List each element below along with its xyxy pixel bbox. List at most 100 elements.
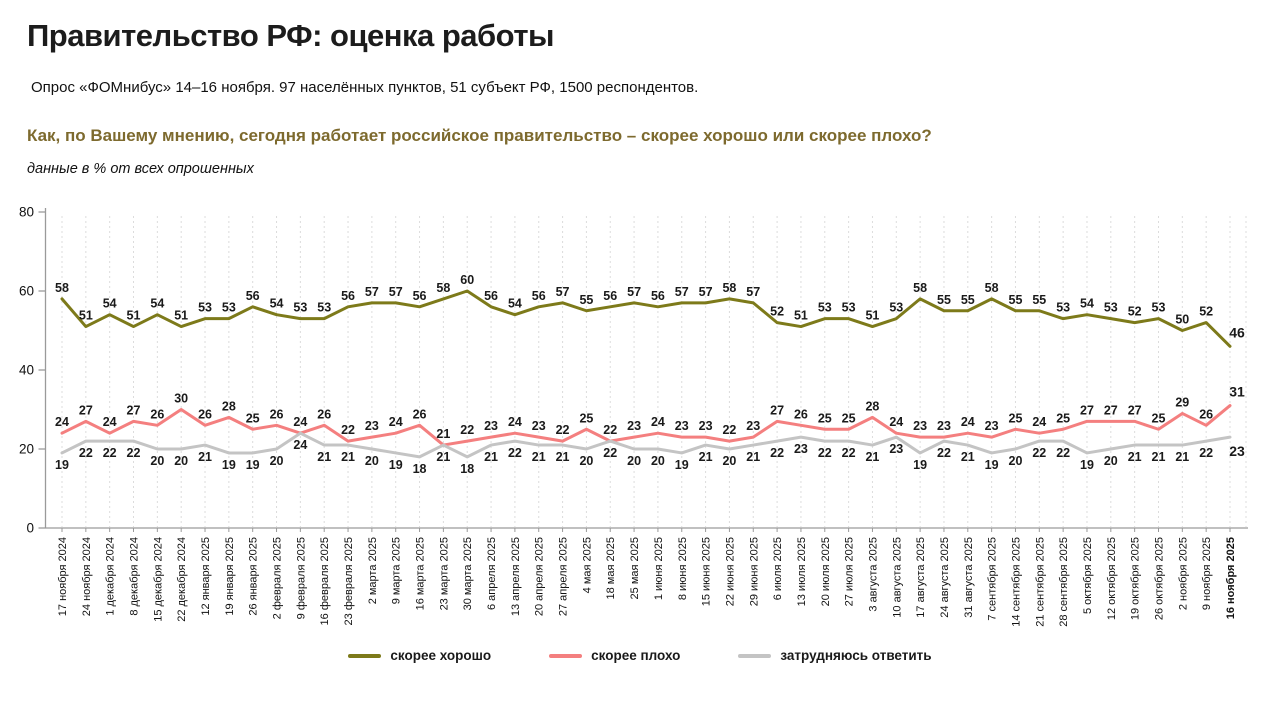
value-label-скорее-плохо: 29 xyxy=(1175,395,1189,409)
chart-legend: скорее хорошо скорее плохо затрудняюсь отв… xyxy=(0,648,1280,663)
x-axis-date-label: 23 февраля 2025 xyxy=(343,537,355,625)
value-label-скорее-хорошо: 54 xyxy=(508,297,522,311)
value-label-скорее-хорошо: 57 xyxy=(746,285,760,299)
value-label-затрудняюсь-ответить: 22 xyxy=(818,446,832,460)
value-label-скорее-хорошо: 55 xyxy=(579,293,593,307)
value-label-скорее-плохо: 27 xyxy=(1128,403,1142,417)
value-label-скорее-хорошо: 51 xyxy=(174,309,188,323)
survey-info: Опрос «ФОМнибус» 14–16 ноября. 97 населё… xyxy=(31,79,699,96)
x-axis-date-label: 25 мая 2025 xyxy=(629,537,641,599)
value-label-затрудняюсь-ответить: 20 xyxy=(150,454,164,468)
value-label-скорее-хорошо: 55 xyxy=(1009,293,1023,307)
legend-label: скорее плохо xyxy=(591,648,681,663)
value-label-затрудняюсь-ответить: 22 xyxy=(1199,446,1213,460)
y-tick-label: 60 xyxy=(19,284,34,299)
value-label-затрудняюсь-ответить: 21 xyxy=(532,450,546,464)
x-axis-date-label: 16 ноября 2025 xyxy=(1225,537,1237,619)
value-label-скорее-хорошо: 51 xyxy=(794,309,808,323)
value-label-скорее-хорошо: 50 xyxy=(1175,313,1189,327)
x-axis-date-label: 26 января 2025 xyxy=(248,537,260,616)
value-label-скорее-плохо: 22 xyxy=(460,423,474,437)
value-label-скорее-плохо: 23 xyxy=(699,419,713,433)
legend-item-0: скорее хорошо xyxy=(348,648,491,663)
value-label-затрудняюсь-ответить: 21 xyxy=(198,450,212,464)
value-label-скорее-плохо: 27 xyxy=(770,403,784,417)
value-label-скорее-хорошо: 58 xyxy=(913,281,927,295)
value-label-скорее-плохо: 26 xyxy=(413,407,427,421)
value-label-затрудняюсь-ответить: 23 xyxy=(1229,443,1245,459)
value-label-скорее-плохо: 26 xyxy=(317,407,331,421)
value-label-скорее-плохо: 25 xyxy=(1056,411,1070,425)
x-axis-date-label: 9 ноября 2025 xyxy=(1201,537,1213,610)
value-label-скорее-хорошо: 56 xyxy=(246,289,260,303)
value-label-скорее-плохо: 22 xyxy=(603,423,617,437)
value-label-затрудняюсь-ответить: 20 xyxy=(1009,454,1023,468)
value-label-затрудняюсь-ответить: 19 xyxy=(913,458,927,472)
value-label-скорее-хорошо: 46 xyxy=(1229,324,1245,340)
x-axis-date-label: 31 августа 2025 xyxy=(963,537,975,618)
value-label-затрудняюсь-ответить: 21 xyxy=(317,450,331,464)
value-label-скорее-плохо: 23 xyxy=(532,419,546,433)
value-label-скорее-хорошо: 53 xyxy=(293,301,307,315)
value-label-скорее-хорошо: 57 xyxy=(675,285,689,299)
legend-swatch-icon xyxy=(549,653,583,658)
value-label-затрудняюсь-ответить: 22 xyxy=(770,446,784,460)
value-label-скорее-хорошо: 54 xyxy=(150,297,164,311)
value-label-скорее-плохо: 25 xyxy=(818,411,832,425)
value-label-затрудняюсь-ответить: 19 xyxy=(675,458,689,472)
series-line-2 xyxy=(60,431,1232,459)
value-label-скорее-плохо: 25 xyxy=(1009,411,1023,425)
value-label-скорее-плохо: 23 xyxy=(746,419,760,433)
x-axis-date-label: 2 февраля 2025 xyxy=(272,537,284,619)
value-label-скорее-плохо: 26 xyxy=(270,407,284,421)
x-axis-date-label: 12 января 2025 xyxy=(200,537,212,616)
value-label-скорее-хорошо: 53 xyxy=(1104,301,1118,315)
x-axis-date-label: 6 апреля 2025 xyxy=(486,537,498,610)
x-axis-date-label: 30 марта 2025 xyxy=(462,537,474,610)
x-axis-date-label: 22 декабря 2024 xyxy=(176,537,188,622)
value-label-скорее-плохо: 24 xyxy=(508,415,522,429)
value-label-скорее-хорошо: 53 xyxy=(222,301,236,315)
value-label-затрудняюсь-ответить: 24 xyxy=(293,438,307,452)
value-label-скорее-плохо: 26 xyxy=(794,407,808,421)
value-label-скорее-плохо: 23 xyxy=(985,419,999,433)
value-label-скорее-плохо: 22 xyxy=(556,423,570,437)
x-axis-date-label: 6 июля 2025 xyxy=(772,537,784,600)
value-label-затрудняюсь-ответить: 20 xyxy=(722,454,736,468)
value-label-скорее-хорошо: 51 xyxy=(865,309,879,323)
x-axis-date-label: 15 июня 2025 xyxy=(701,537,713,606)
x-axis-date-label: 9 февраля 2025 xyxy=(295,537,307,619)
value-label-затрудняюсь-ответить: 20 xyxy=(651,454,665,468)
x-axis-date-label: 19 января 2025 xyxy=(224,537,236,616)
value-label-скорее-плохо: 27 xyxy=(1104,403,1118,417)
value-label-затрудняюсь-ответить: 18 xyxy=(460,462,474,476)
value-label-затрудняюсь-ответить: 20 xyxy=(579,454,593,468)
y-tick-label: 20 xyxy=(19,442,34,457)
x-axis-date-label: 1 декабря 2024 xyxy=(105,537,117,616)
value-label-скорее-плохо: 23 xyxy=(675,419,689,433)
x-axis-date-label: 15 декабря 2024 xyxy=(152,537,164,622)
x-axis-date-label: 4 мая 2025 xyxy=(581,537,593,593)
x-axis-date-label: 16 марта 2025 xyxy=(415,537,427,610)
value-label-скорее-хорошо: 53 xyxy=(317,301,331,315)
x-axis-date-label: 20 апреля 2025 xyxy=(534,537,546,616)
value-label-затрудняюсь-ответить: 21 xyxy=(961,450,975,464)
x-axis-date-label: 19 октября 2025 xyxy=(1130,537,1142,620)
line-chart: 0 20 40 60 80 17 ноября 2024 24 ноября 2024 1 д… xyxy=(19,205,1248,627)
value-label-затрудняюсь-ответить: 21 xyxy=(1128,450,1142,464)
value-label-скорее-хорошо: 56 xyxy=(484,289,498,303)
value-label-скорее-плохо: 25 xyxy=(1152,411,1166,425)
value-label-скорее-плохо: 24 xyxy=(1032,415,1046,429)
value-label-скорее-хорошо: 57 xyxy=(556,285,570,299)
x-axis-date-label: 7 сентября 2025 xyxy=(987,537,999,621)
legend-swatch-icon xyxy=(348,653,382,658)
x-axis-date-label: 9 марта 2025 xyxy=(391,537,403,604)
x-axis-date-label: 8 июня 2025 xyxy=(677,537,689,600)
x-axis-date-label: 24 ноября 2024 xyxy=(81,537,93,616)
value-label-затрудняюсь-ответить: 22 xyxy=(1032,446,1046,460)
value-label-скорее-плохо: 21 xyxy=(436,427,450,441)
x-axis-date-label: 5 октября 2025 xyxy=(1082,537,1094,614)
value-label-скорее-хорошо: 57 xyxy=(389,285,403,299)
value-label-затрудняюсь-ответить: 20 xyxy=(627,454,641,468)
legend-label: скорее хорошо xyxy=(390,648,492,663)
